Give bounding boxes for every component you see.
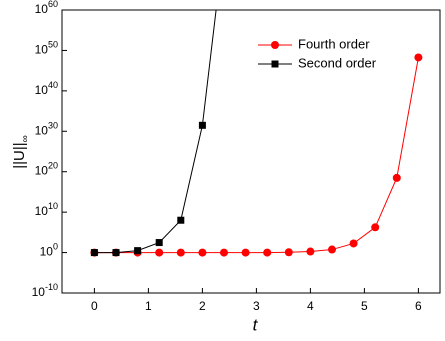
x-tick-label: 4: [307, 299, 314, 313]
point: [392, 173, 401, 182]
point: [371, 223, 380, 232]
x-axis-label: t: [253, 315, 259, 334]
plot-area: [90, 10, 423, 257]
y-tick-power: -10: [45, 282, 58, 292]
legend-label: Second order: [298, 55, 377, 70]
point: [306, 247, 315, 256]
x-tick-label: 6: [415, 299, 422, 313]
y-tick-label: 1010: [35, 202, 58, 219]
point: [220, 248, 228, 257]
point: [198, 121, 206, 129]
x-tick-label: 0: [91, 299, 98, 313]
y-tick-power: 40: [48, 80, 58, 90]
x-tick-label: 3: [253, 299, 260, 313]
y-tick-base: 10: [40, 245, 54, 259]
y-tick-label: 1050: [35, 40, 58, 57]
y-tick-base: 10: [35, 204, 49, 218]
plot-frame: [61, 9, 441, 294]
point: [414, 53, 423, 62]
y-tick-label: 1020: [35, 161, 58, 178]
y-tick-power: 50: [48, 40, 58, 50]
y-tick-base: 10: [35, 2, 49, 16]
point: [198, 248, 207, 257]
y-tick-label: 1060: [35, 0, 58, 16]
y-axis-label-main: ||U||: [11, 142, 28, 168]
y-tick-power: 60: [48, 0, 58, 9]
x-tick-label: 1: [145, 299, 152, 313]
y-tick-base: 10: [35, 43, 49, 57]
point: [271, 60, 279, 68]
point: [176, 248, 185, 257]
point: [112, 249, 120, 257]
point: [155, 239, 163, 247]
x-tick-label: 5: [361, 299, 368, 313]
point: [349, 239, 358, 248]
y-tick-power: 20: [48, 161, 58, 171]
y-tick-label: 10-10: [32, 282, 58, 299]
legend-label: Fourth order: [298, 36, 370, 51]
y-tick-label: 1040: [35, 80, 58, 97]
y-tick-base: 10: [35, 83, 49, 97]
y-tick-label: 100: [40, 242, 58, 259]
x-tick-label: 2: [199, 299, 206, 313]
point: [155, 248, 164, 257]
y-tick-base: 10: [35, 123, 49, 137]
y-tick-base: 10: [32, 285, 46, 299]
series-line: [94, 57, 419, 254]
point: [90, 249, 98, 257]
y-tick-power: 0: [53, 242, 58, 252]
y-tick-power: 30: [48, 121, 58, 131]
y-tick-label: 1030: [35, 121, 58, 138]
y-tick-base: 10: [35, 164, 49, 178]
y-tick-power: 10: [48, 202, 58, 212]
point: [328, 245, 336, 254]
y-axis-label: ||U||∞: [11, 135, 31, 169]
point: [263, 248, 272, 257]
point: [177, 216, 185, 224]
y-axis-label-sub: ∞: [20, 135, 31, 142]
point: [284, 248, 293, 257]
point: [134, 247, 142, 255]
point: [241, 248, 250, 257]
point: [271, 41, 279, 49]
